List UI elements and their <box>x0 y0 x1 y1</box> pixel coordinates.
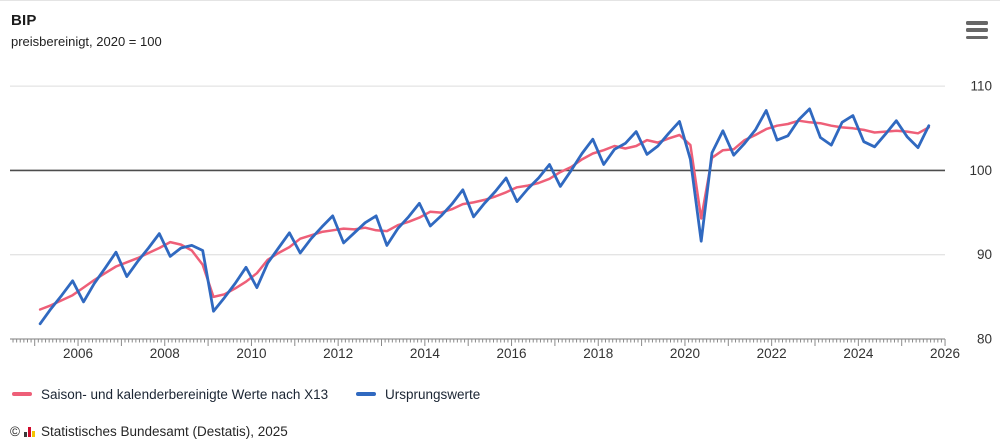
y-axis-label: 110 <box>970 79 992 94</box>
page-title: BIP <box>11 12 37 29</box>
copyright-symbol: © <box>10 423 20 439</box>
x-axis-label: 2024 <box>843 346 874 361</box>
x-axis-label: 2026 <box>930 346 960 361</box>
hamburger-menu-icon <box>966 28 988 32</box>
source-footer: © Statistisches Bundesamt (Destatis), 20… <box>10 421 288 441</box>
series-line-ursprungswerte[interactable] <box>38 107 931 326</box>
series-line-x13[interactable] <box>38 119 931 311</box>
line-swatch-icon <box>356 392 376 396</box>
x-axis-label: 2006 <box>63 346 93 361</box>
legend-label: Saison- und kalenderbereinigte Werte nac… <box>41 386 329 402</box>
x-axis-label: 2016 <box>497 346 527 361</box>
source-text: Statistisches Bundesamt (Destatis), 2025 <box>40 423 288 439</box>
x-axis-label: 2010 <box>236 346 266 361</box>
line-swatch-icon <box>12 392 32 396</box>
x-axis-label: 2008 <box>150 346 180 361</box>
y-axis-label: 80 <box>977 332 992 347</box>
chart-menu-button[interactable] <box>965 19 989 41</box>
x-axis-label: 2012 <box>323 346 353 361</box>
hamburger-menu-icon <box>966 35 988 39</box>
legend-label: Ursprungswerte <box>385 386 481 402</box>
y-axis-label: 90 <box>977 247 992 262</box>
x-axis-label: 2018 <box>583 346 613 361</box>
destatis-bar-chart-icon <box>23 426 36 437</box>
x-axis-label: 2022 <box>757 346 787 361</box>
page-subtitle: preisbereinigt, 2020 = 100 <box>11 34 162 49</box>
x-axis-ticks <box>12 339 946 346</box>
hamburger-menu-icon <box>966 21 988 25</box>
legend: Saison- und kalenderbereinigte Werte nac… <box>0 383 1000 405</box>
legend-item-x13[interactable]: Saison- und kalenderbereinigte Werte nac… <box>12 383 328 405</box>
x-axis-label: 2020 <box>670 346 700 361</box>
legend-item-ursprungswerte[interactable]: Ursprungswerte <box>356 383 480 405</box>
y-axis-label: 100 <box>969 163 992 178</box>
x-axis-label: 2014 <box>410 346 441 361</box>
